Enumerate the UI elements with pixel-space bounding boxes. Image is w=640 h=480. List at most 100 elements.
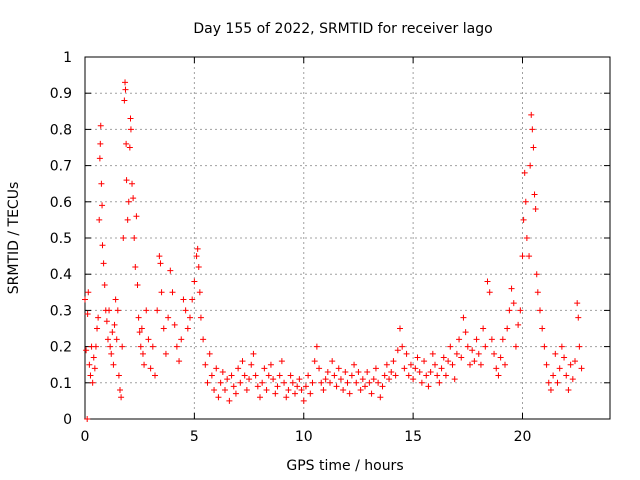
data-point — [464, 343, 471, 350]
data-point — [491, 350, 498, 357]
data-point — [416, 368, 423, 375]
data-point — [171, 321, 178, 328]
data-point — [152, 372, 158, 379]
y-tick-label: 0.2 — [50, 340, 72, 356]
data-point — [569, 376, 576, 383]
data-point — [346, 390, 353, 397]
data-point — [493, 365, 500, 372]
data-point — [145, 336, 152, 343]
data-point — [471, 358, 478, 365]
data-point — [241, 372, 248, 379]
data-point — [405, 372, 412, 379]
data-point — [246, 376, 253, 383]
data-point — [558, 343, 565, 350]
data-point — [458, 354, 465, 361]
data-point — [129, 180, 136, 187]
data-point — [101, 282, 108, 289]
data-point — [104, 336, 111, 343]
data-point — [208, 372, 215, 379]
data-point — [556, 365, 563, 372]
data-point — [98, 180, 105, 187]
data-point — [575, 314, 582, 321]
data-point — [265, 372, 272, 379]
data-point — [131, 235, 138, 241]
data-point — [113, 336, 120, 343]
data-point — [197, 314, 204, 321]
data-point — [486, 289, 493, 296]
data-point — [135, 314, 142, 321]
data-point — [543, 361, 550, 368]
data-point — [316, 365, 323, 372]
data-point — [469, 347, 476, 354]
data-point — [447, 343, 454, 350]
data-point — [239, 358, 246, 365]
y-tick-label: 0 — [63, 412, 72, 428]
data-point — [124, 216, 131, 223]
data-point — [187, 314, 193, 321]
data-point — [462, 329, 469, 336]
data-point — [272, 390, 279, 397]
data-point — [217, 379, 224, 386]
data-point — [103, 318, 110, 325]
data-point — [160, 325, 167, 332]
grid-layer — [85, 57, 610, 419]
data-point — [120, 235, 127, 241]
data-point — [552, 350, 559, 357]
data-point — [84, 416, 91, 422]
data-point — [381, 372, 388, 379]
data-point — [512, 343, 519, 350]
data-point — [108, 350, 115, 357]
data-point — [248, 361, 255, 368]
data-point — [523, 235, 530, 241]
data-point — [85, 289, 92, 296]
data-point — [572, 358, 578, 365]
data-point — [322, 376, 329, 383]
data-point — [298, 387, 305, 394]
data-point — [526, 253, 533, 260]
data-point — [257, 394, 263, 401]
data-point — [324, 368, 331, 375]
data-point — [132, 263, 139, 270]
data-point — [320, 387, 327, 394]
data-point — [133, 213, 140, 220]
data-point — [567, 361, 574, 368]
y-tick-label: 0.1 — [50, 376, 72, 392]
data-point — [515, 321, 522, 328]
data-point — [484, 278, 491, 285]
data-point — [292, 390, 298, 397]
data-point — [386, 376, 393, 383]
data-point — [176, 358, 183, 365]
data-point — [357, 387, 364, 394]
data-point — [222, 387, 228, 394]
data-point — [96, 216, 103, 223]
data-point — [383, 361, 390, 368]
data-point — [189, 296, 196, 303]
x-tick-label: 15 — [404, 429, 422, 445]
data-point — [122, 79, 129, 86]
data-point — [475, 350, 482, 357]
data-point — [178, 336, 185, 343]
y-tick-label: 0.6 — [50, 195, 72, 211]
data-point — [254, 383, 261, 390]
data-point — [375, 379, 382, 386]
data-point — [403, 350, 410, 357]
data-point — [139, 350, 146, 357]
data-point — [90, 354, 97, 361]
data-point — [305, 372, 312, 379]
data-point — [370, 376, 377, 383]
data-point — [307, 390, 314, 397]
data-point — [86, 361, 93, 368]
data-point — [157, 260, 164, 267]
data-point — [107, 343, 114, 350]
data-point — [91, 365, 98, 372]
y-axis-title: SRMTID / TECUs — [6, 182, 22, 295]
data-point — [112, 296, 119, 303]
data-point — [162, 350, 169, 357]
data-point — [335, 365, 342, 372]
data-point — [467, 361, 473, 368]
data-point — [261, 365, 268, 372]
data-point — [313, 343, 320, 350]
data-point — [283, 394, 290, 401]
x-axis-title: GPS time / hours — [286, 458, 403, 474]
data-point — [497, 354, 504, 361]
